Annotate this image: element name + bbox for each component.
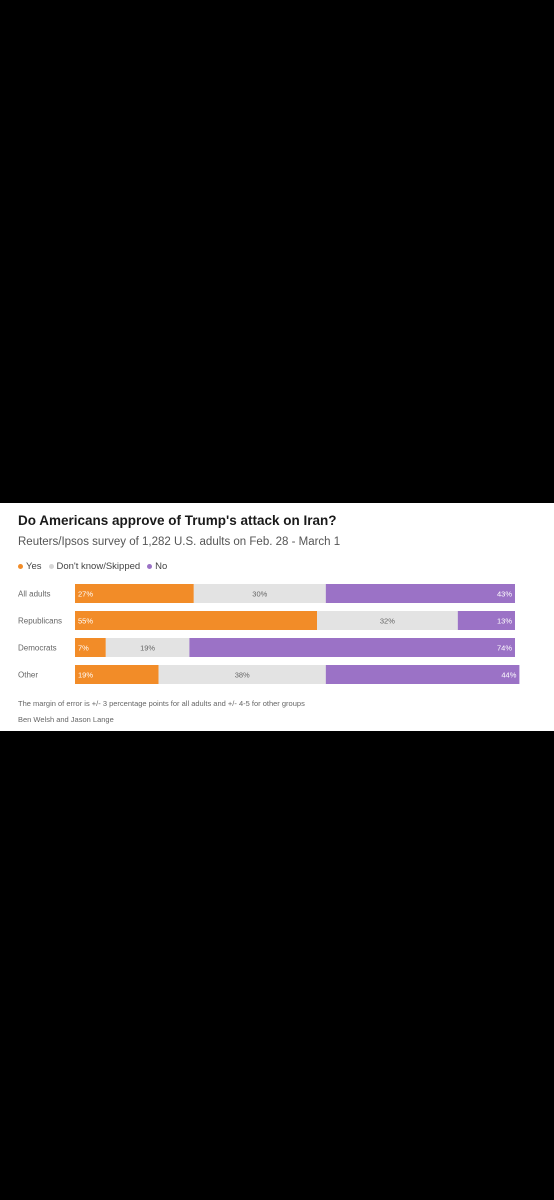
category-label-all-adults: All adults [18, 590, 50, 599]
category-label-other: Other [18, 671, 38, 680]
legend-swatch-dont-know [48, 564, 54, 569]
data-label-all-adults-don-t-know-skipped: 30% [252, 590, 267, 599]
chart-title: Do Americans approve of Trump's attack o… [18, 513, 337, 528]
legend-swatch-no [147, 564, 153, 569]
data-label-other-don-t-know-skipped: 38% [235, 671, 250, 680]
legend-item-no: No [147, 561, 167, 572]
legend-swatch-yes [18, 564, 23, 569]
chart-legend: Yes Don't know/Skipped No [18, 561, 167, 572]
bar-democrats-yes [75, 638, 106, 657]
legend-label-dont-know: Don't know/Skipped [56, 561, 141, 572]
data-label-democrats-yes: 7% [78, 644, 89, 653]
legend-label-no: No [155, 561, 168, 572]
bar-republicans-don-t-know-skipped [317, 611, 458, 630]
data-label-republicans-no: 13% [497, 617, 512, 626]
data-label-all-adults-no: 43% [497, 590, 512, 599]
bar-republicans-no [457, 611, 515, 630]
legend-label-yes: Yes [26, 561, 42, 572]
stacked-bar-chart: All adults 27% 30% 43% Republicans 55% 32% 13% D… [18, 584, 520, 684]
data-label-democrats-no: 74% [497, 644, 512, 653]
bar-other-yes [75, 665, 159, 684]
data-label-all-adults-yes: 27% [78, 590, 93, 599]
legend-item-dont-know: Don't know/Skipped [48, 561, 141, 572]
chart-credit: Ben Welsh and Jason Lange [18, 715, 114, 724]
bar-all-adults-no [325, 584, 515, 603]
data-label-republicans-yes: 55% [78, 617, 93, 626]
chart-card: Do Americans approve of Trump's attack o… [0, 503, 554, 731]
category-label-democrats: Democrats [18, 644, 57, 653]
legend-item-yes: Yes [18, 561, 42, 572]
bar-other-don-t-know-skipped [158, 665, 326, 684]
margin-of-error-note: The margin of error is +/- 3 percentage … [18, 699, 305, 708]
bar-all-adults-don-t-know-skipped [193, 584, 326, 603]
bar-other-no [325, 665, 520, 684]
chart-subtitle: Reuters/Ipsos survey of 1,282 U.S. adult… [18, 536, 341, 548]
data-label-republicans-don-t-know-skipped: 32% [380, 617, 395, 626]
category-label-republicans: Republicans [18, 617, 62, 626]
bar-all-adults-yes [75, 584, 194, 603]
data-label-other-no: 44% [501, 671, 516, 680]
bar-democrats-no [189, 638, 515, 657]
data-label-democrats-don-t-know-skipped: 19% [140, 644, 155, 653]
data-label-other-yes: 19% [78, 671, 93, 680]
bar-democrats-don-t-know-skipped [105, 638, 190, 657]
bar-republicans-yes [75, 611, 317, 630]
